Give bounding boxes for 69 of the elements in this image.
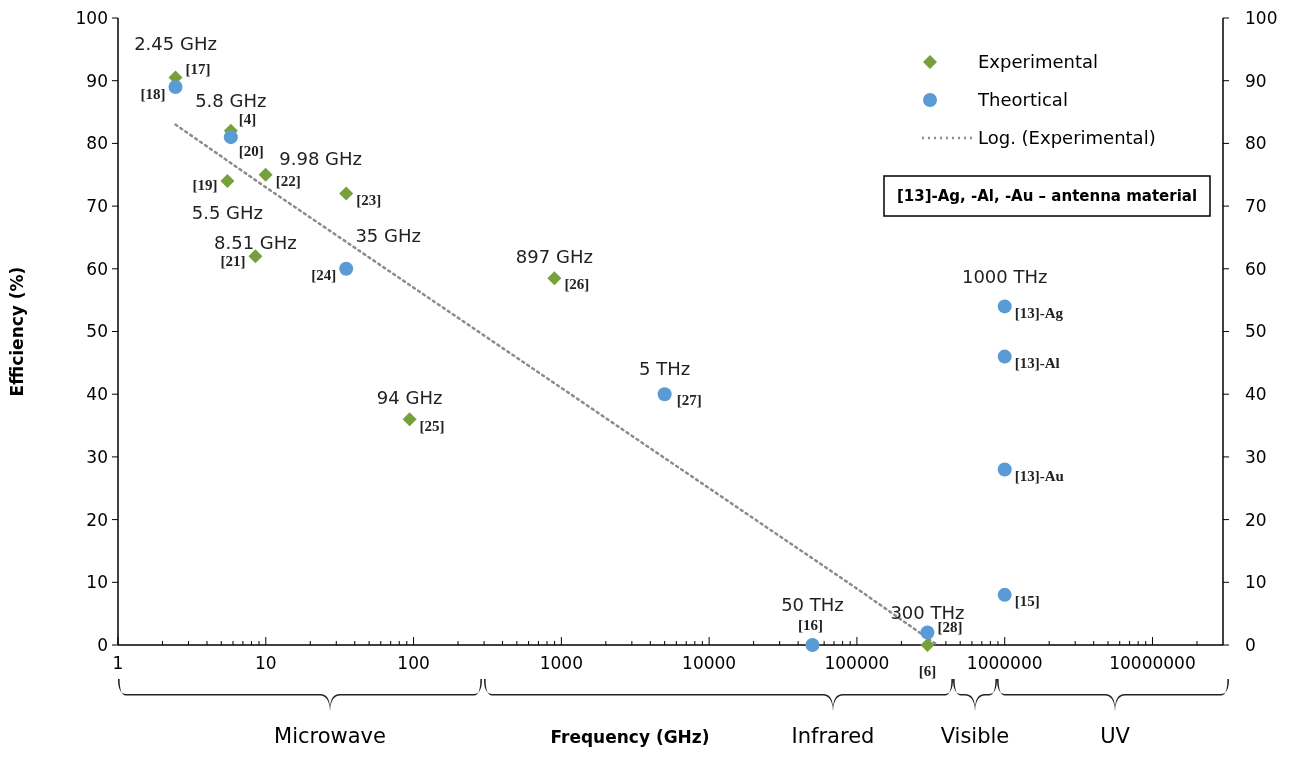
annotation: 5.8 GHz [195,90,267,112]
y-tick-label: 100 [75,7,108,28]
y-tick-label: 10 [86,572,108,593]
annotation: [20] [238,143,264,160]
x-tick-label: 10000 [682,653,737,673]
y-tick-label: 90 [86,70,108,91]
x-axis-title: Frequency (GHz) [550,727,710,747]
y2-tick-label: 0 [1245,634,1256,655]
legend-label: Log. (Experimental) [978,127,1156,149]
annotation: [19] [192,177,218,194]
y-tick-label: 30 [86,446,108,467]
text: Infrared [791,724,875,748]
annotation: [18] [140,86,166,103]
annotation: [13]-Ag, -Al, -Au – antenna material [896,187,1198,206]
annotation: 5 THz [639,357,691,379]
y2-tick-label: 50 [1245,321,1267,342]
annotation: [21] [220,252,246,269]
annotation: [17] [185,60,211,77]
annotation: [25] [419,417,445,434]
text: Microwave [274,724,386,748]
x-tick-label: 1 [112,653,124,673]
annotation: [13]-Ag [1014,304,1064,321]
y-axis-title: Efficiency (%) [7,266,27,397]
annotation: [24] [311,267,337,284]
legend-label: Experimental [978,51,1099,73]
annotation: [4] [238,111,257,128]
annotation: 897 GHz [515,245,593,267]
y-tick-label: 70 [86,196,108,217]
y-tick-label: 60 [86,258,108,279]
y2-tick-label: 40 [1245,384,1267,405]
x-tick-label: 10000000 [1109,653,1196,673]
y2-tick-label: 100 [1245,7,1278,28]
annotation: [6] [918,663,937,680]
annotation: 9.98 GHz [279,148,363,170]
annotation: 1000 THz [961,265,1048,287]
x-tick-label: 100000 [824,653,890,673]
y2-tick-label: 70 [1245,196,1267,217]
annotation: [13]-Al [1014,354,1060,371]
annotation: 5.5 GHz [191,202,264,224]
y2-tick-label: 90 [1245,70,1267,91]
annotation: 8.51 GHz [214,231,297,253]
annotation: 2.45 GHz [134,32,217,54]
text: Visible [940,724,1010,748]
y-tick-label: 40 [86,384,108,405]
y-tick-label: 50 [86,321,108,342]
annotation: 94 GHz [376,386,443,408]
x-tick-label: 1000 [539,653,583,673]
y2-tick-label: 80 [1245,133,1267,154]
y-tick-label: 0 [97,634,108,655]
legend-label: Theortical [977,89,1068,111]
x-tick-label: 100 [397,653,430,673]
annotation: [13]-Au [1014,467,1064,484]
x-tick-label: 1000000 [966,653,1043,673]
annotation: [15] [1014,593,1040,610]
annotation: [27] [676,392,702,409]
y2-tick-label: 60 [1245,258,1267,279]
text: UV [1100,724,1131,748]
annotation: [22] [275,173,301,189]
annotation: 50 THz [781,594,844,616]
y-tick-label: 80 [86,133,108,154]
annotation: [16] [797,617,823,634]
y2-tick-label: 30 [1245,446,1267,467]
y-tick-label: 20 [86,509,108,530]
y2-tick-label: 10 [1245,572,1267,593]
annotation: [26] [564,276,590,293]
annotation: 35 GHz [355,225,421,247]
annotation: [23] [356,191,382,208]
x-tick-label: 10 [254,653,277,673]
y2-tick-label: 20 [1245,509,1267,530]
